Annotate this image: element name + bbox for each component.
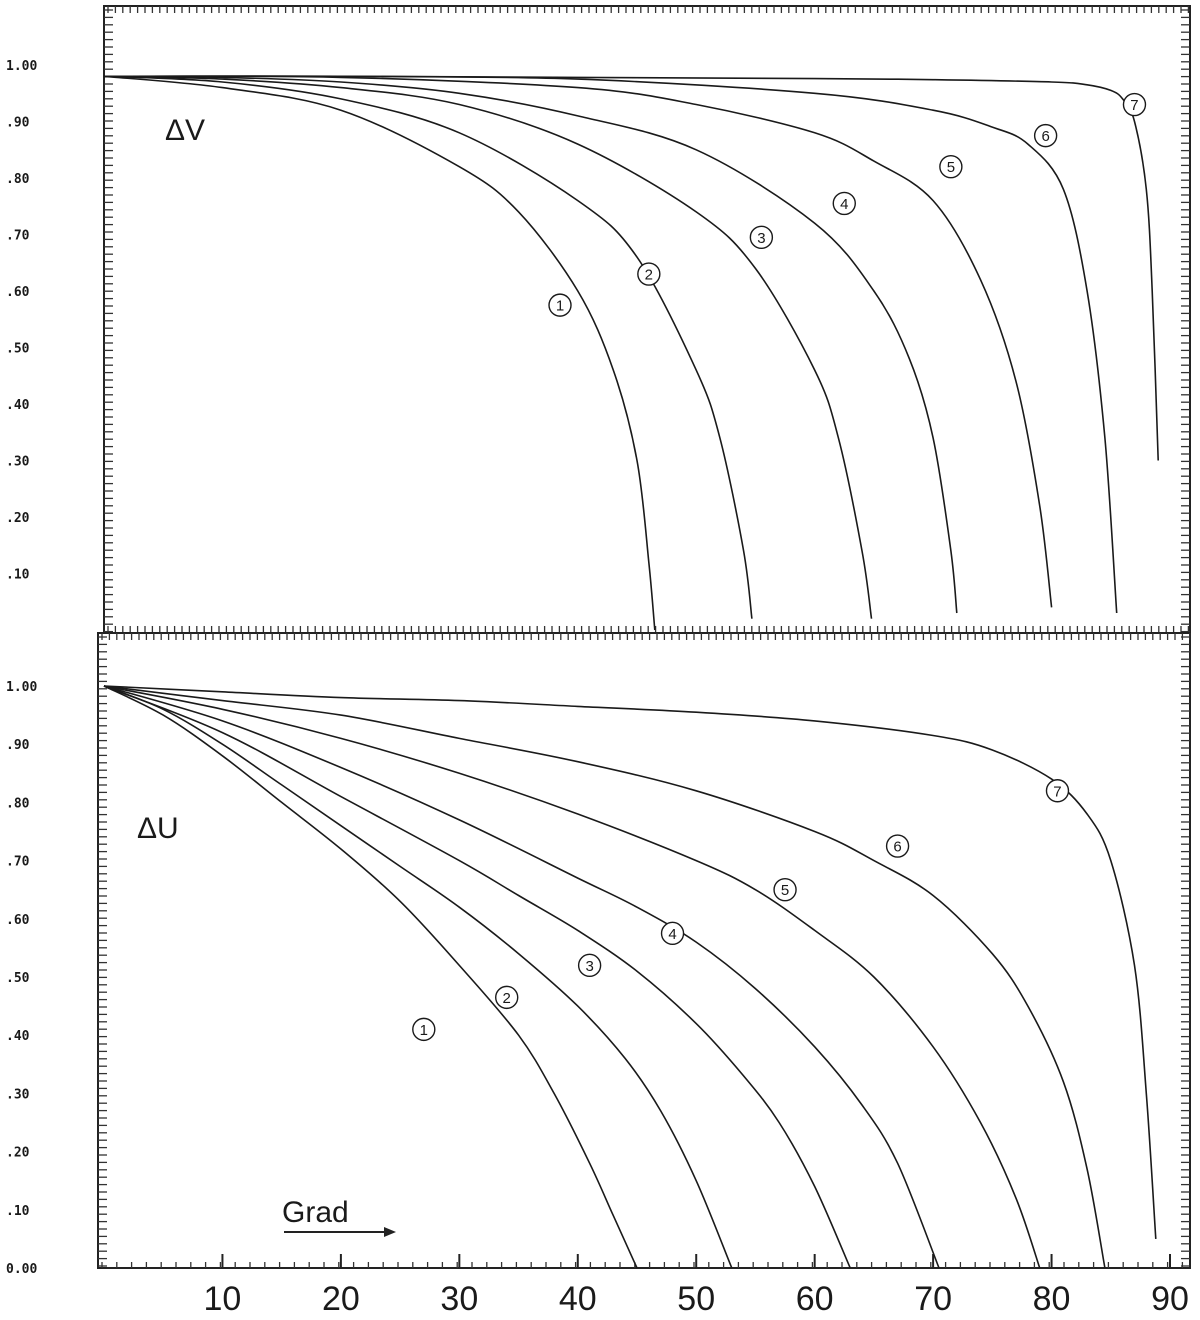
x-tick-label: 20	[322, 1280, 360, 1318]
curve-marker-4: 4	[832, 191, 856, 216]
curve-marker-2: 2	[495, 985, 519, 1010]
series-line-2	[103, 75, 753, 619]
x-tick-label: 70	[914, 1280, 952, 1318]
y-tick-label: .10	[6, 1204, 30, 1219]
curve-marker-4: 4	[660, 921, 685, 946]
panel-delta-u: 0.00 .10 .20 .30 .40 .50 .60 .70 .80 .90 1.00 10 20 3…	[6, 632, 1191, 1318]
series-line-6	[103, 75, 1118, 614]
marker-circle	[1122, 92, 1147, 117]
series-line-3	[103, 75, 873, 619]
y-tick-label: .40	[6, 398, 30, 413]
series-line-6	[103, 685, 1106, 1269]
x-axis-label: Grad	[282, 1196, 349, 1229]
y-tick-label: .50	[6, 971, 30, 986]
marker-label: 2	[645, 267, 653, 284]
frame-ticks	[104, 6, 1190, 633]
marker-circle	[548, 293, 572, 317]
y-tick-label: .30	[6, 1087, 30, 1102]
y-tick-label: .90	[6, 116, 30, 131]
plot-frame	[97, 632, 1191, 1269]
arrow-head-icon	[384, 1227, 396, 1237]
y-tick-label: .40	[6, 1029, 30, 1044]
panel-quantity-label: ΔV	[165, 114, 205, 147]
curve-marker-1: 1	[412, 1017, 436, 1042]
curve-marker-5: 5	[939, 154, 963, 179]
marker-circle	[773, 878, 797, 902]
marker-label: 7	[1053, 783, 1061, 800]
series-line-1	[103, 75, 656, 631]
series-line-4	[103, 75, 958, 614]
curve-marker-3: 3	[577, 953, 602, 978]
x-tick-label: 40	[559, 1280, 597, 1318]
x-tick-label: 90	[1151, 1280, 1189, 1318]
y-tick-label: .20	[6, 511, 30, 526]
curve-marker-3: 3	[749, 225, 774, 250]
x-tick-label: 30	[440, 1280, 478, 1318]
marker-circle	[1033, 123, 1058, 148]
y-tick-label: .60	[6, 913, 30, 928]
marker-circle	[1045, 779, 1070, 803]
marker-circle	[749, 225, 774, 250]
frame-ticks	[98, 633, 1191, 1268]
marker-label: 6	[893, 839, 901, 856]
marker-circle	[660, 921, 685, 946]
series-line-2	[103, 685, 733, 1269]
series-line-7	[103, 685, 1157, 1239]
series-line-1	[103, 685, 638, 1269]
y-tick-label: .90	[6, 738, 30, 753]
curve-marker-7: 7	[1122, 92, 1147, 117]
marker-label: 7	[1130, 97, 1138, 114]
curve-marker-2: 2	[637, 262, 661, 286]
marker-circle	[885, 834, 910, 858]
marker-circle	[495, 985, 519, 1010]
y-tick-label: 1.00	[6, 59, 37, 74]
y-tick-label: .10	[6, 568, 30, 583]
curve-marker-1: 1	[548, 293, 572, 317]
marker-circle	[412, 1017, 436, 1042]
y-tick-label: .80	[6, 172, 30, 187]
series-line-5	[103, 75, 1053, 608]
marker-label: 1	[556, 298, 564, 315]
marker-label: 4	[668, 926, 676, 943]
x-tick-label: 60	[796, 1280, 834, 1318]
y-tick-label: .20	[6, 1146, 30, 1161]
panel-delta-v: .10 .20 .30 .40 .50 .60 .70 .80 .90 1.00 ΔV 1 2 3 4 5 6 7	[6, 5, 1191, 634]
series-line-7	[103, 75, 1159, 461]
x-tick-label: 80	[1033, 1280, 1071, 1318]
y-tick-label: .50	[6, 342, 30, 357]
curve-marker-7: 7	[1045, 779, 1070, 803]
marker-circle	[832, 191, 856, 216]
curve-marker-6: 6	[885, 834, 910, 858]
y-tick-label: 0.00	[6, 1262, 37, 1277]
y-tick-label: .60	[6, 285, 30, 300]
marker-label: 4	[840, 196, 848, 213]
y-tick-label: .80	[6, 796, 30, 811]
marker-label: 5	[947, 159, 955, 176]
y-tick-label: .70	[6, 229, 30, 244]
panel-quantity-label: ΔU	[137, 812, 179, 845]
marker-circle	[637, 262, 661, 286]
marker-label: 6	[1041, 128, 1049, 145]
marker-circle	[577, 953, 602, 978]
series-line-3	[103, 685, 851, 1269]
curve-marker-5: 5	[773, 878, 797, 902]
x-tick-label: 10	[204, 1280, 242, 1318]
series-line-4	[103, 685, 940, 1269]
curve-marker-6: 6	[1033, 123, 1058, 148]
marker-label: 5	[781, 882, 789, 899]
series-line-5	[103, 685, 1041, 1269]
marker-label: 3	[585, 958, 593, 975]
marker-label: 3	[757, 230, 765, 247]
marker-label: 2	[503, 990, 511, 1007]
marker-label: 1	[420, 1022, 428, 1039]
marker-circle	[939, 154, 963, 179]
y-tick-label: .70	[6, 855, 30, 870]
y-tick-label: 1.00	[6, 680, 37, 695]
y-tick-label: .30	[6, 455, 30, 470]
x-tick-label: 50	[677, 1280, 715, 1318]
